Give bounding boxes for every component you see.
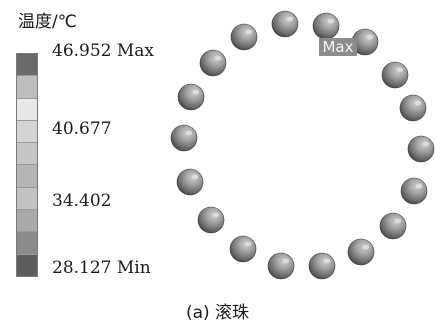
legend-label-low: 34.402 — [52, 191, 112, 211]
colorbar-band — [17, 98, 37, 121]
colorbar-band — [17, 54, 37, 77]
ball — [347, 238, 375, 266]
ball — [176, 168, 204, 196]
legend-label-max: 46.952 Max — [52, 41, 155, 61]
legend-label-min: 28.127 Min — [52, 258, 151, 278]
max-temperature-marker: Max — [319, 38, 357, 56]
ball — [407, 135, 435, 163]
temperature-colorbar — [16, 53, 38, 277]
legend-label-high: 40.677 — [52, 119, 112, 139]
colorbar-band — [17, 143, 37, 166]
colorbar-band — [17, 254, 37, 276]
ball — [230, 23, 258, 51]
ball — [271, 10, 299, 38]
colorbar-band — [17, 165, 37, 188]
ball — [170, 124, 198, 152]
ball — [379, 212, 407, 240]
colorbar-band — [17, 232, 37, 255]
ball — [199, 49, 227, 77]
ball — [312, 12, 340, 40]
colorbar-band — [17, 210, 37, 233]
legend-title: 温度/℃ — [18, 12, 77, 32]
colorbar-band — [17, 120, 37, 144]
ball — [308, 252, 336, 280]
figure-caption: (a) 滚珠 — [185, 303, 250, 323]
ball — [177, 83, 205, 111]
ball — [381, 61, 409, 89]
colorbar-band — [17, 187, 37, 211]
ball — [229, 235, 257, 263]
colorbar-band — [17, 76, 37, 99]
ball — [399, 94, 427, 122]
ball — [267, 252, 295, 280]
ball — [197, 206, 225, 234]
ball — [400, 177, 428, 205]
